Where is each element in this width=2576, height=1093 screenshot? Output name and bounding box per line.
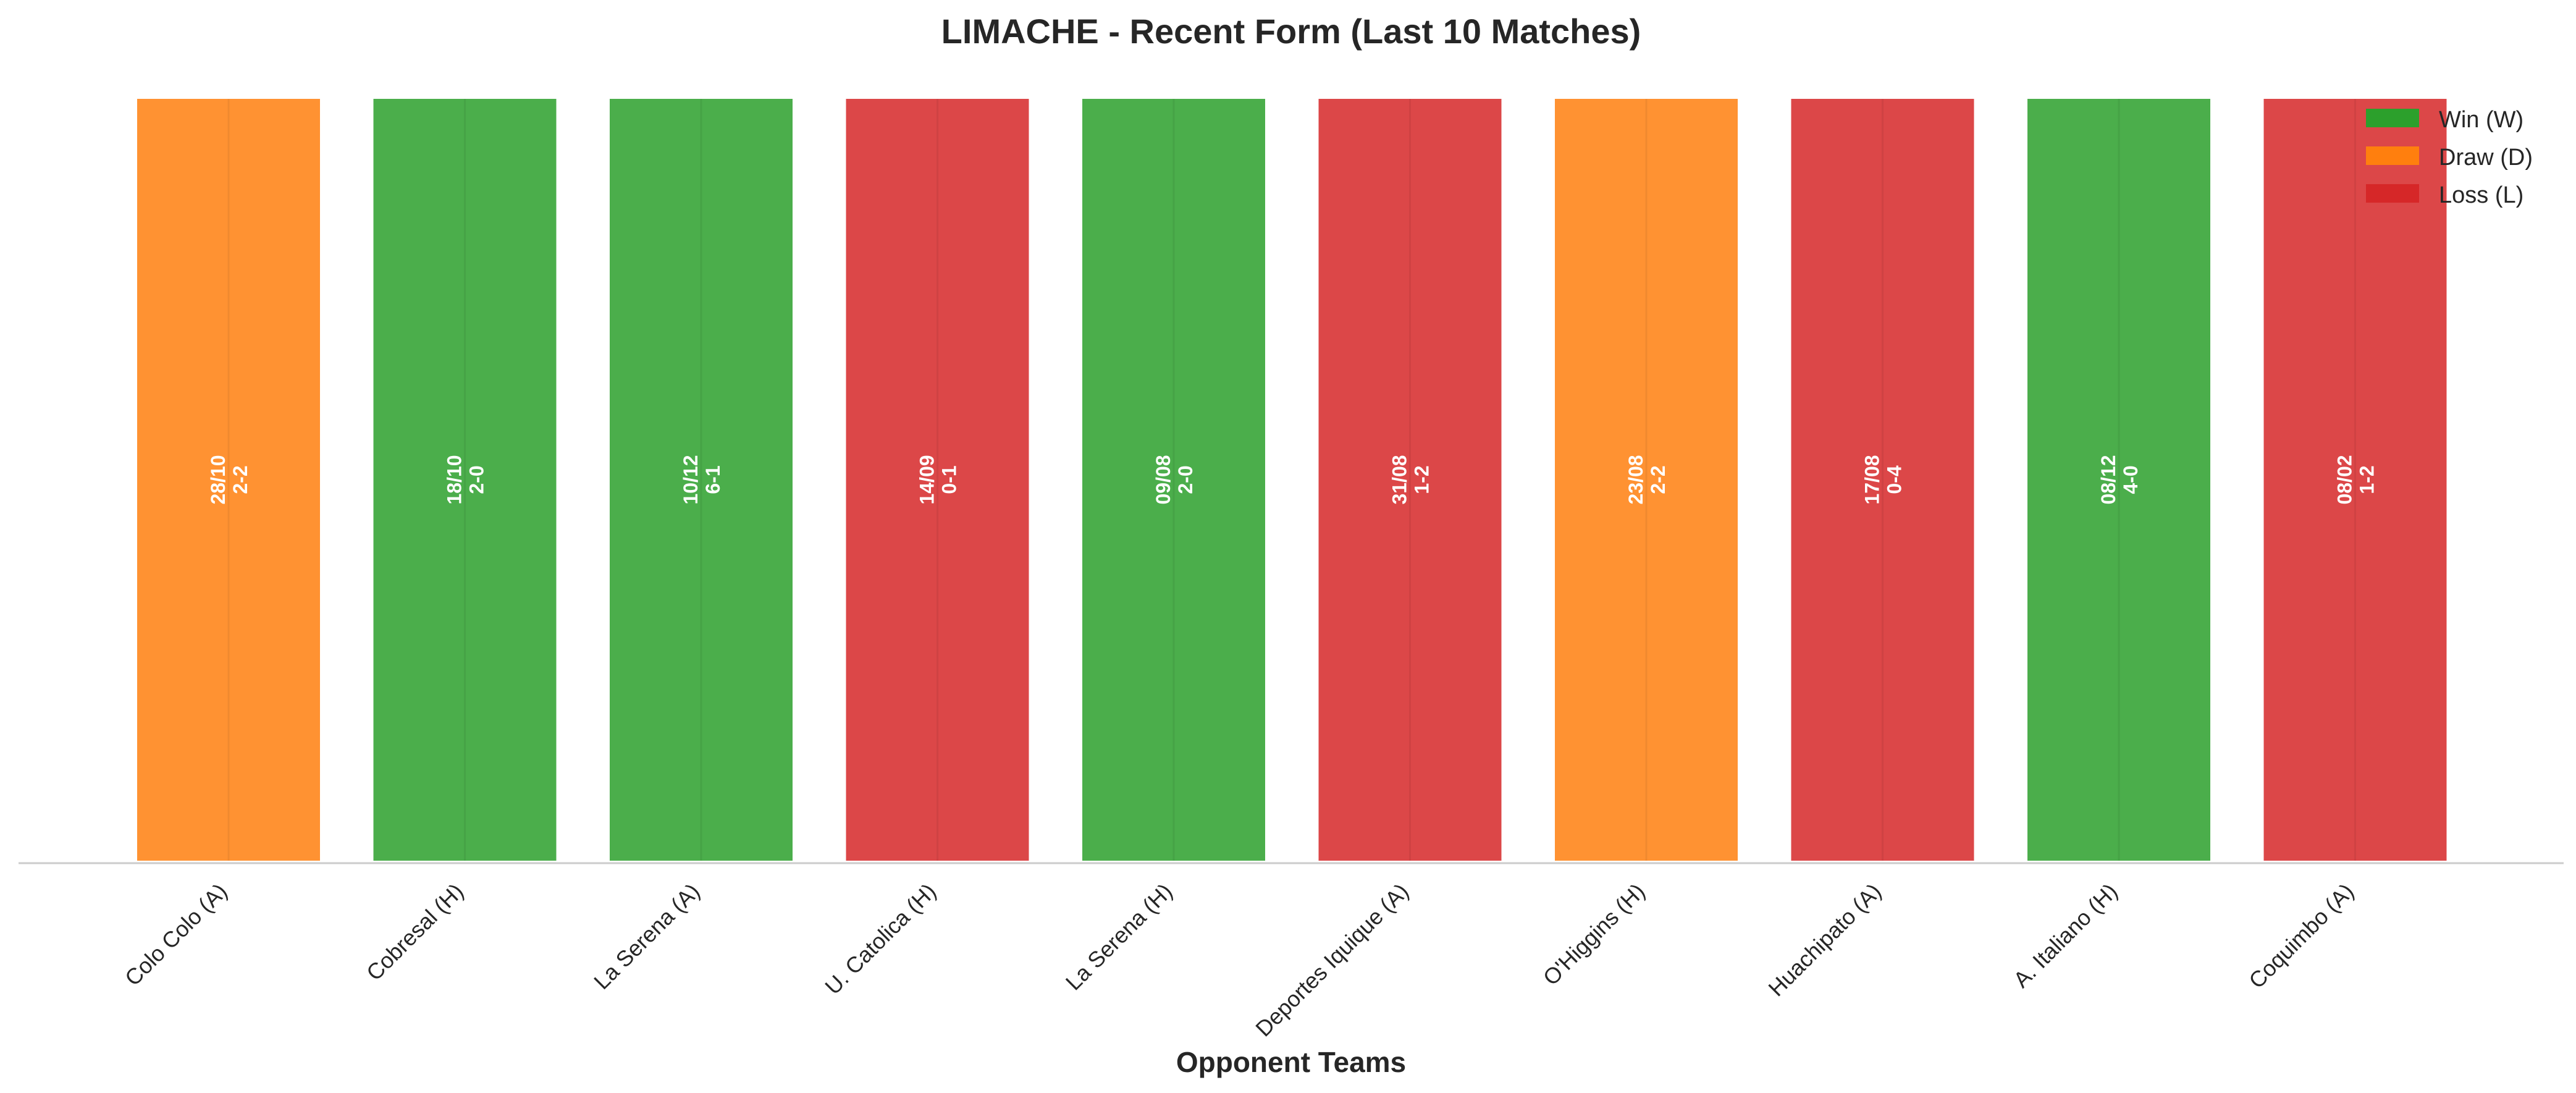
x-tick-label: Colo Colo (A) [120, 879, 232, 991]
bar-label-7: 23/08 2-2 [1625, 455, 1669, 504]
bar-label-8: 17/08 0-4 [1861, 455, 1906, 504]
bar-score-label: 2-2 [229, 465, 251, 494]
legend-swatch-w [2366, 109, 2419, 127]
x-tick-labels: Colo Colo (A) Cobresal (H) La Serena (A) U.… [120, 879, 2359, 1042]
bar-9 [2025, 96, 2213, 863]
bar-date-label: 08/02 [2334, 455, 2356, 504]
bar-10 [2261, 96, 2449, 863]
bar-date-label: 10/12 [680, 455, 702, 504]
bar-score-label: 4-0 [2119, 465, 2142, 494]
bar-score-label: 0-1 [938, 465, 961, 494]
bar-3 [607, 96, 795, 863]
x-tick-label: Deportes Iquique (A) [1250, 879, 1413, 1042]
x-tick-label: U. Catolica (H) [820, 879, 941, 1000]
bar-label-10: 08/02 1-2 [2334, 455, 2378, 504]
bar-1 [135, 96, 322, 863]
legend: Win (W) Draw (D) Loss (L) [2366, 107, 2533, 208]
x-tick-label: Cobresal (H) [361, 879, 468, 985]
chart-title: LIMACHE - Recent Form (Last 10 Matches) [941, 12, 1641, 51]
bar-label-2: 18/10 2-0 [444, 455, 488, 504]
bar-date-label: 09/08 [1152, 455, 1174, 504]
bar-4 [843, 96, 1032, 863]
bar-label-9: 08/12 4-0 [2097, 455, 2142, 504]
bar-label-6: 31/08 1-2 [1389, 455, 1433, 504]
bar-date-label: 08/12 [2097, 455, 2119, 504]
bar-6 [1316, 96, 1504, 863]
bar-date-label: 17/08 [1861, 455, 1884, 504]
x-tick-label: A. Italiano (H) [2008, 879, 2123, 993]
legend-label-w: Win (W) [2439, 107, 2523, 133]
bar-score-label: 0-4 [1884, 465, 1906, 494]
bar-score-label: 6-1 [702, 465, 724, 494]
x-tick-label: La Serena (H) [1061, 879, 1177, 995]
bar-score-label: 1-2 [1411, 465, 1433, 494]
bar-date-label: 14/09 [916, 455, 938, 504]
bar-score-label: 2-2 [1647, 465, 1669, 494]
bar-score-label: 2-0 [1174, 465, 1197, 494]
bar-score-label: 2-0 [466, 465, 488, 494]
bar-2 [371, 96, 559, 863]
bars-layer: 28/10 2-2 18/10 2-0 10/12 6-1 14/09 0-1 09/08 2-0… [135, 96, 2449, 863]
bar-5 [1080, 96, 1268, 863]
x-tick-label: O'Higgins (H) [1538, 879, 1650, 990]
bar-date-label: 23/08 [1625, 455, 1647, 504]
legend-label-d: Draw (D) [2439, 145, 2533, 171]
bar-label-3: 10/12 6-1 [680, 455, 724, 504]
legend-label-l: Loss (L) [2439, 182, 2523, 208]
bar-label-4: 14/09 0-1 [916, 455, 961, 504]
bar-date-label: 31/08 [1389, 455, 1411, 504]
x-tick-label: La Serena (A) [589, 879, 704, 994]
x-tick-label: Coquimbo (A) [2244, 879, 2359, 994]
bar-date-label: 18/10 [444, 455, 466, 504]
x-tick-label: Huachipato (A) [1763, 879, 1886, 1002]
bar-score-label: 1-2 [2356, 465, 2378, 494]
x-axis-label: Opponent Teams [1176, 1046, 1406, 1078]
bar-label-1: 28/10 2-2 [207, 455, 251, 504]
bar-8 [1788, 96, 1977, 863]
bar-label-5: 09/08 2-0 [1152, 455, 1197, 504]
legend-swatch-l [2366, 184, 2419, 203]
legend-swatch-d [2366, 146, 2419, 165]
bar-7 [1552, 96, 1740, 863]
bar-date-label: 28/10 [207, 455, 229, 504]
